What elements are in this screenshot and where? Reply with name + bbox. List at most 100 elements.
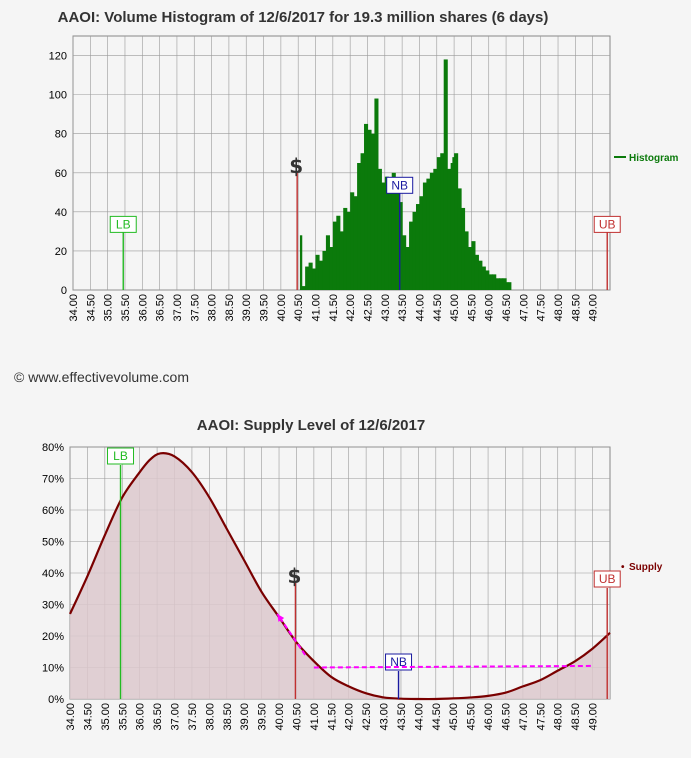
nb-marker-box — [386, 176, 414, 194]
histogram-bar — [478, 260, 483, 290]
ub-marker-label: UB — [599, 217, 616, 231]
histogram-bar — [422, 182, 427, 290]
dollar-icon: $ — [287, 564, 301, 588]
histogram-y-tick-label: 0 — [61, 285, 67, 297]
supply-x-tick-label: 41.50 — [326, 703, 338, 731]
histogram-bar — [367, 129, 372, 290]
histogram-grid — [72, 36, 610, 291]
supply-y-tick-label: 20% — [42, 631, 64, 643]
supply-title: AAOI: Supply Level of 12/6/2017 — [197, 417, 425, 434]
histogram-y-ticks: 0 20 40 60 80 100 120 — [49, 51, 67, 297]
supply-x-tick-label: 49.00 — [588, 703, 600, 731]
histogram-y-tick-label: 60 — [55, 168, 67, 180]
histogram-bar — [398, 202, 403, 290]
histogram-bar — [495, 278, 500, 290]
supply-line — [69, 452, 611, 701]
supply-y-tick-label: 0% — [48, 694, 64, 706]
histogram-x-tick-label: 40.00 — [276, 294, 288, 322]
supply-x-tick-label: 45.50 — [466, 703, 478, 731]
histogram-bar — [346, 211, 351, 290]
histogram-bar — [336, 215, 341, 290]
histogram-bar — [318, 260, 324, 290]
supply-x-tick-label: 47.00 — [518, 703, 530, 731]
histogram-bar — [467, 247, 473, 290]
histogram-bar — [329, 247, 334, 290]
lb-marker-box — [109, 215, 137, 233]
ub-marker-label: UB — [599, 572, 616, 586]
supply-x-tick-label: 47.50 — [535, 703, 547, 731]
supply-x-tick-label: 42.00 — [344, 703, 356, 731]
histogram-bar — [485, 270, 490, 290]
volume-histogram-chart: AAOI: Volume Histogram of 12/6/2017 for … — [49, 9, 679, 322]
supply-y-ticks: 0% 10% 20% 30% 40% 50% 60% 70% 80% — [42, 442, 64, 706]
supply-markers: LB NB UB $ — [107, 447, 621, 699]
supply-x-tick-label: 34.50 — [82, 703, 94, 731]
histogram-bar — [315, 254, 320, 290]
histogram-bar — [447, 168, 452, 290]
histogram-bar — [488, 274, 493, 290]
histogram-bar — [370, 133, 376, 290]
histogram-bar — [481, 266, 486, 290]
supply-x-tick-label: 46.50 — [500, 703, 512, 731]
histogram-bar — [301, 286, 306, 290]
histogram-x-tick-label: 38.00 — [207, 294, 219, 322]
supply-x-ticks: 34.00 34.50 35.00 35.50 36.00 36.50 37.00 37.50… — [65, 703, 600, 731]
histogram-bar — [454, 153, 459, 290]
histogram-x-tick-label: 35.00 — [103, 294, 115, 322]
histogram-bar — [377, 168, 382, 290]
histogram-bar — [409, 221, 414, 290]
supply-x-tick-label: 40.50 — [291, 703, 303, 731]
supply-x-tick-label: 39.00 — [239, 703, 251, 731]
histogram-bar — [360, 153, 365, 290]
supply-x-tick-label: 38.50 — [222, 703, 234, 731]
supply-legend: • Supply — [621, 562, 663, 573]
supply-x-tick-label: 43.50 — [396, 703, 408, 731]
histogram-legend: Histogram — [614, 153, 679, 164]
supply-y-tick-label: 70% — [42, 474, 64, 486]
supply-y-tick-label: 50% — [42, 537, 64, 549]
histogram-bar — [299, 235, 303, 290]
supply-x-tick-label: 48.50 — [570, 703, 582, 731]
histogram-bar — [325, 235, 330, 290]
histogram-x-tick-label: 45.00 — [449, 294, 461, 322]
histogram-bar — [492, 274, 497, 290]
supply-x-tick-label: 41.00 — [309, 703, 321, 731]
histogram-bar — [332, 221, 337, 290]
histogram-y-tick-label: 80 — [55, 129, 67, 141]
supply-x-tick-label: 38.00 — [204, 703, 216, 731]
supply-x-tick-label: 37.50 — [187, 703, 199, 731]
histogram-bar — [502, 278, 507, 290]
histogram-bar — [381, 182, 386, 290]
histogram-x-tick-label: 36.50 — [155, 294, 167, 322]
supply-level-chart: AAOI: Supply Level of 12/6/2017 0% 10% 20%… — [42, 417, 663, 731]
histogram-x-tick-label: 46.00 — [484, 294, 496, 322]
histogram-x-tick-label: 39.00 — [241, 294, 253, 322]
supply-x-tick-label: 39.50 — [257, 703, 269, 731]
supply-area — [69, 452, 611, 701]
histogram-bar — [357, 163, 362, 290]
histogram-x-tick-label: 49.00 — [588, 294, 600, 322]
histogram-x-tick-label: 45.50 — [466, 294, 478, 322]
supply-legend-label: Supply — [629, 562, 663, 573]
lb-marker-label: LB — [113, 449, 128, 463]
supply-legend-bullet: • — [621, 562, 625, 573]
histogram-x-tick-label: 34.50 — [85, 294, 97, 322]
supply-x-tick-label: 46.00 — [483, 703, 495, 731]
histogram-x-tick-label: 48.50 — [570, 294, 582, 322]
histogram-bar — [433, 168, 438, 290]
histogram-bar — [412, 211, 417, 290]
histogram-bar — [353, 196, 358, 290]
supply-x-tick-label: 42.50 — [361, 703, 373, 731]
histogram-x-tick-label: 43.50 — [397, 294, 409, 322]
histogram-x-tick-label: 34.00 — [68, 294, 80, 322]
supply-y-tick-label: 80% — [42, 442, 64, 454]
histogram-x-tick-label: 40.50 — [293, 294, 305, 322]
histogram-title: AAOI: Volume Histogram of 12/6/2017 for … — [58, 9, 549, 26]
supply-x-tick-label: 34.00 — [65, 703, 77, 731]
histogram-bar — [440, 153, 445, 290]
histogram-bars — [299, 59, 512, 291]
histogram-y-tick-label: 120 — [49, 51, 67, 63]
trend-arrow-shaft — [276, 613, 306, 656]
lb-marker-label: LB — [116, 217, 131, 231]
